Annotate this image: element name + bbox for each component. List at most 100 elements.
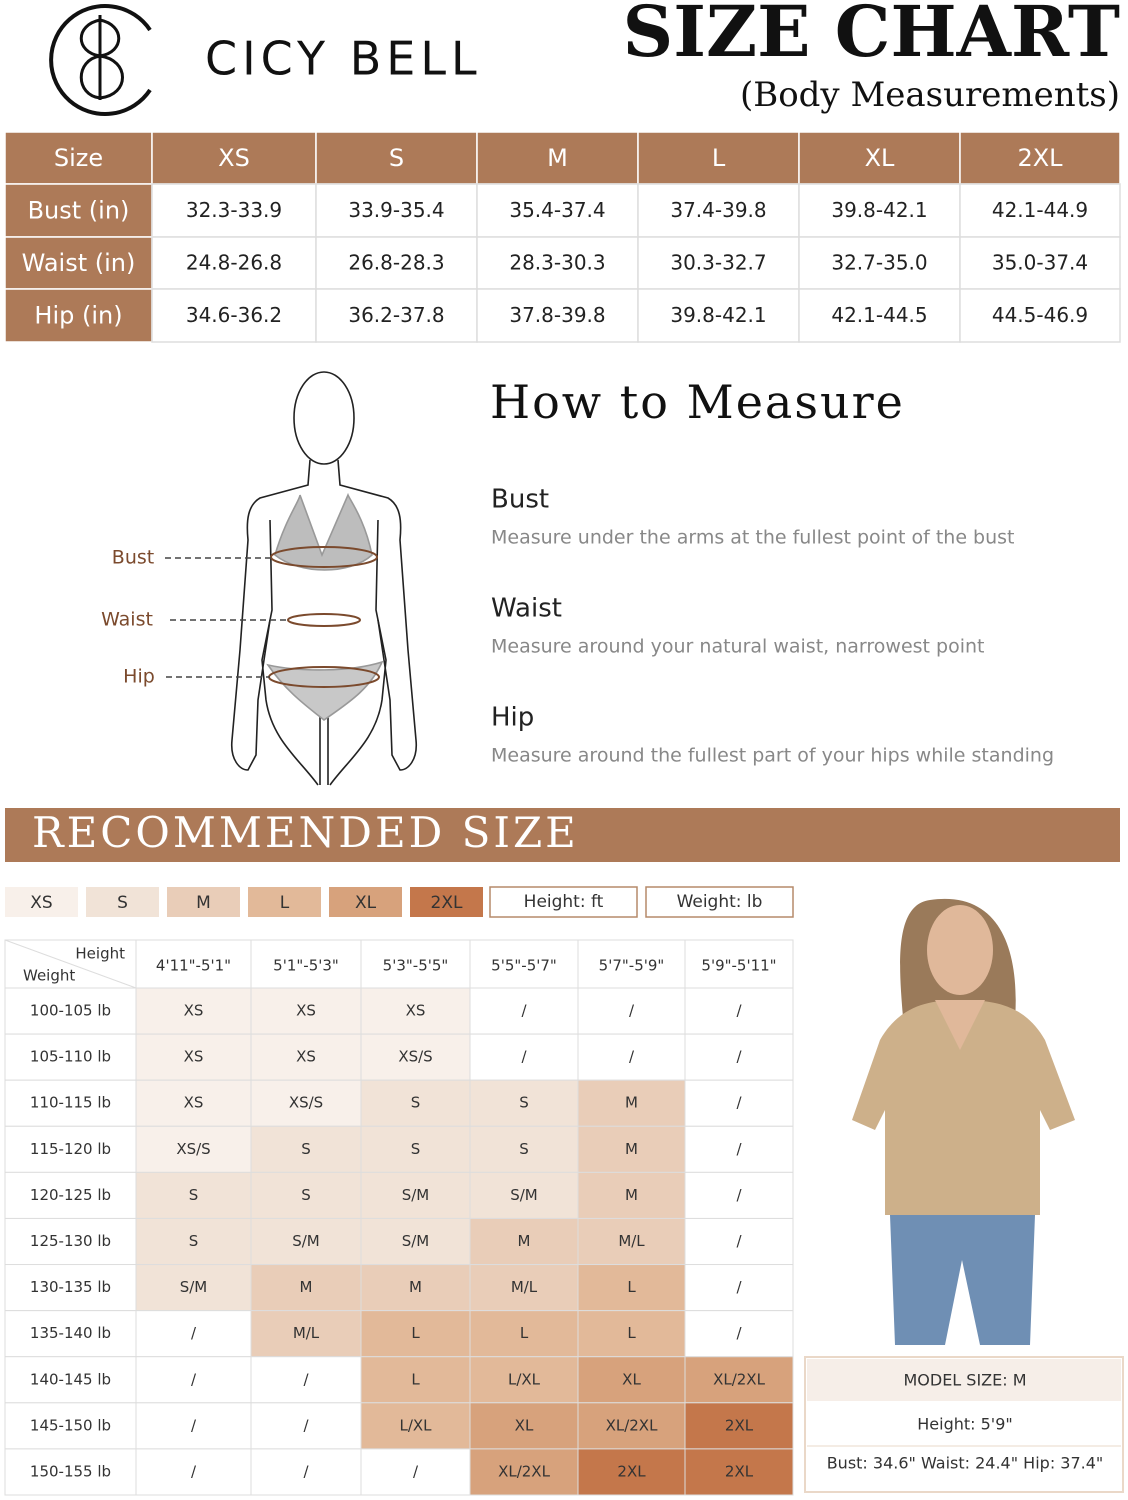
table-cell <box>577 1033 686 1081</box>
table-cell <box>4 288 153 343</box>
table-cell <box>4 1356 137 1404</box>
size-cell: / <box>736 1186 742 1204</box>
table-cell <box>250 1264 362 1312</box>
cell-text: 42.1-44.5 <box>831 303 927 327</box>
cell-text: 35.4-37.4 <box>509 198 605 222</box>
cell-text: 28.3-30.3 <box>509 251 605 275</box>
table-cell <box>684 1079 794 1127</box>
legend-label: 2XL <box>431 893 463 913</box>
size-cell: M/L <box>293 1324 320 1342</box>
weight-range: 145-150 lb <box>30 1416 111 1434</box>
table-cell <box>469 1448 579 1496</box>
table-cell <box>684 1356 794 1404</box>
size-cell: / <box>303 1416 309 1434</box>
size-cell: M <box>625 1094 638 1112</box>
model-box <box>804 1356 1124 1493</box>
table-cell <box>315 183 478 238</box>
table-cell <box>360 1310 471 1358</box>
size-cell: S <box>301 1140 311 1158</box>
body-figure <box>165 371 418 786</box>
table-cell <box>135 1033 252 1081</box>
table-cell <box>250 1356 362 1404</box>
table-cell <box>4 183 153 238</box>
measure-name: Hip <box>491 703 534 733</box>
size-cell: / <box>736 1278 742 1296</box>
table-cell <box>135 1125 252 1173</box>
table-cell <box>577 1171 686 1219</box>
table-cell <box>4 1264 137 1312</box>
weight-range: 100-105 lb <box>30 1002 111 1020</box>
table-cell <box>577 987 686 1035</box>
legend-swatch <box>248 887 321 917</box>
model-height: Height: 5'9" <box>917 1415 1012 1434</box>
table-cell <box>360 1033 471 1081</box>
legend-label: XS <box>30 893 52 913</box>
header-cell <box>250 939 362 989</box>
table-cell <box>469 1033 579 1081</box>
size-cell: S <box>519 1094 529 1112</box>
table-cell <box>250 1448 362 1496</box>
legend-unit-box <box>489 886 638 918</box>
size-cell: XS/S <box>289 1094 323 1112</box>
subtitle: (Body Measurements) <box>740 75 1120 115</box>
table-cell <box>469 1125 579 1173</box>
table-cell <box>684 1033 794 1081</box>
table-cell <box>684 1310 794 1358</box>
table-cell <box>250 987 362 1035</box>
corner-weight: Weight <box>23 967 75 985</box>
table-cell <box>135 1448 252 1496</box>
size-cell: / <box>191 1462 197 1480</box>
header-cell-text: XS <box>218 144 250 172</box>
measure-text: Measure under the arms at the fullest po… <box>491 527 1015 549</box>
table-cell <box>684 1171 794 1219</box>
header-cell <box>577 939 686 989</box>
height-range: 5'5"-5'7" <box>491 957 557 975</box>
cell-text: 33.9-35.4 <box>348 198 444 222</box>
height-range: 5'1"-5'3" <box>273 957 339 975</box>
size-cell: XS <box>184 1094 204 1112</box>
table-cell <box>250 1125 362 1173</box>
size-cell: / <box>191 1416 197 1434</box>
size-cell: M <box>518 1232 531 1250</box>
cell-text: 32.3-33.9 <box>186 198 282 222</box>
legend-swatch <box>329 887 402 917</box>
cell-text: 34.6-36.2 <box>186 303 282 327</box>
table-cell <box>469 1402 579 1450</box>
size-cell: / <box>191 1370 197 1388</box>
header-cell-text: L <box>712 144 726 172</box>
header-cell <box>684 939 794 989</box>
size-cell: S/M <box>510 1186 538 1204</box>
weight-range: 135-140 lb <box>30 1324 111 1342</box>
size-cell: / <box>303 1462 309 1480</box>
legend-swatch <box>86 887 159 917</box>
recommended-title: RECOMMENDED SIZE <box>32 808 579 857</box>
table-cell <box>684 1125 794 1173</box>
table-cell <box>469 1310 579 1358</box>
size-cell: / <box>629 1002 635 1020</box>
table-cell <box>4 1448 137 1496</box>
table-cell <box>798 131 961 185</box>
size-cell: / <box>303 1370 309 1388</box>
table-cell <box>135 1264 252 1312</box>
table-cell <box>4 1402 137 1450</box>
brand: CICY BELL <box>205 32 482 86</box>
table-cell <box>798 288 961 343</box>
size-cell: M <box>625 1186 638 1204</box>
size-cell: XS <box>184 1048 204 1066</box>
size-cell: XS <box>184 1002 204 1020</box>
size-cell: S <box>301 1186 311 1204</box>
title: SIZE CHART <box>623 0 1120 73</box>
legend-label: S <box>117 893 128 913</box>
table-cell <box>959 183 1121 238</box>
size-cell: M <box>409 1278 422 1296</box>
corner-diagonal <box>4 939 137 989</box>
size-cell: / <box>736 1002 742 1020</box>
height-range: 5'7"-5'9" <box>599 957 665 975</box>
cell-text: 36.2-37.8 <box>348 303 444 327</box>
table-cell <box>135 1402 252 1450</box>
measure-name: Bust <box>491 485 549 515</box>
header-cell-text: 2XL <box>1017 144 1063 172</box>
table-cell <box>577 1402 686 1450</box>
header-cell-text: Hip (in) <box>34 302 122 330</box>
